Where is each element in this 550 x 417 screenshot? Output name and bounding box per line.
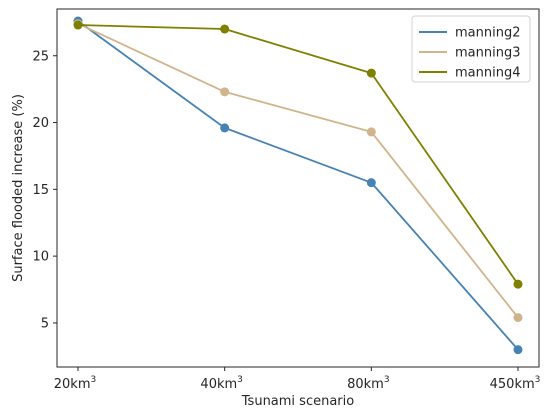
- series-points: [73, 16, 523, 355]
- legend-label-manning2: manning2: [455, 26, 520, 41]
- x-axis-label: Tsunami scenario: [241, 394, 354, 409]
- y-tick-label: 10: [32, 250, 49, 265]
- data-point-manning2: [513, 345, 523, 355]
- data-point-manning4: [220, 24, 230, 34]
- data-point-manning3: [513, 313, 523, 323]
- x-tick-label: 20km3: [54, 375, 96, 392]
- y-axis: 5 10 15 20 25: [32, 49, 57, 331]
- x-tick-label: 450km3: [490, 375, 541, 392]
- series-line-manning4: [77, 24, 519, 285]
- x-tick-label: 80km3: [347, 375, 389, 392]
- series-line-manning2: [77, 20, 519, 351]
- data-point-manning4: [513, 279, 523, 289]
- y-axis-label: Surface flooded increase (%): [11, 94, 26, 282]
- legend-label-manning4: manning4: [455, 66, 520, 81]
- data-point-manning3: [366, 127, 376, 137]
- y-tick-label: 25: [32, 49, 49, 64]
- x-tick-label: 40km3: [200, 375, 242, 392]
- legend: manning2 manning3 manning4: [411, 15, 531, 83]
- y-tick-label: 20: [32, 116, 49, 131]
- series-lines: [77, 20, 519, 351]
- data-point-manning3: [220, 87, 230, 97]
- x-axis: 20km3 40km3 80km3 450km3: [54, 367, 541, 392]
- series-line-manning3: [77, 22, 519, 319]
- data-point-manning2: [220, 123, 230, 133]
- data-point-manning2: [366, 178, 376, 188]
- legend-label-manning3: manning3: [455, 46, 520, 61]
- y-tick-label: 5: [41, 316, 49, 331]
- data-point-manning4: [366, 68, 376, 78]
- y-tick-label: 15: [32, 183, 49, 198]
- data-point-manning4: [73, 20, 83, 30]
